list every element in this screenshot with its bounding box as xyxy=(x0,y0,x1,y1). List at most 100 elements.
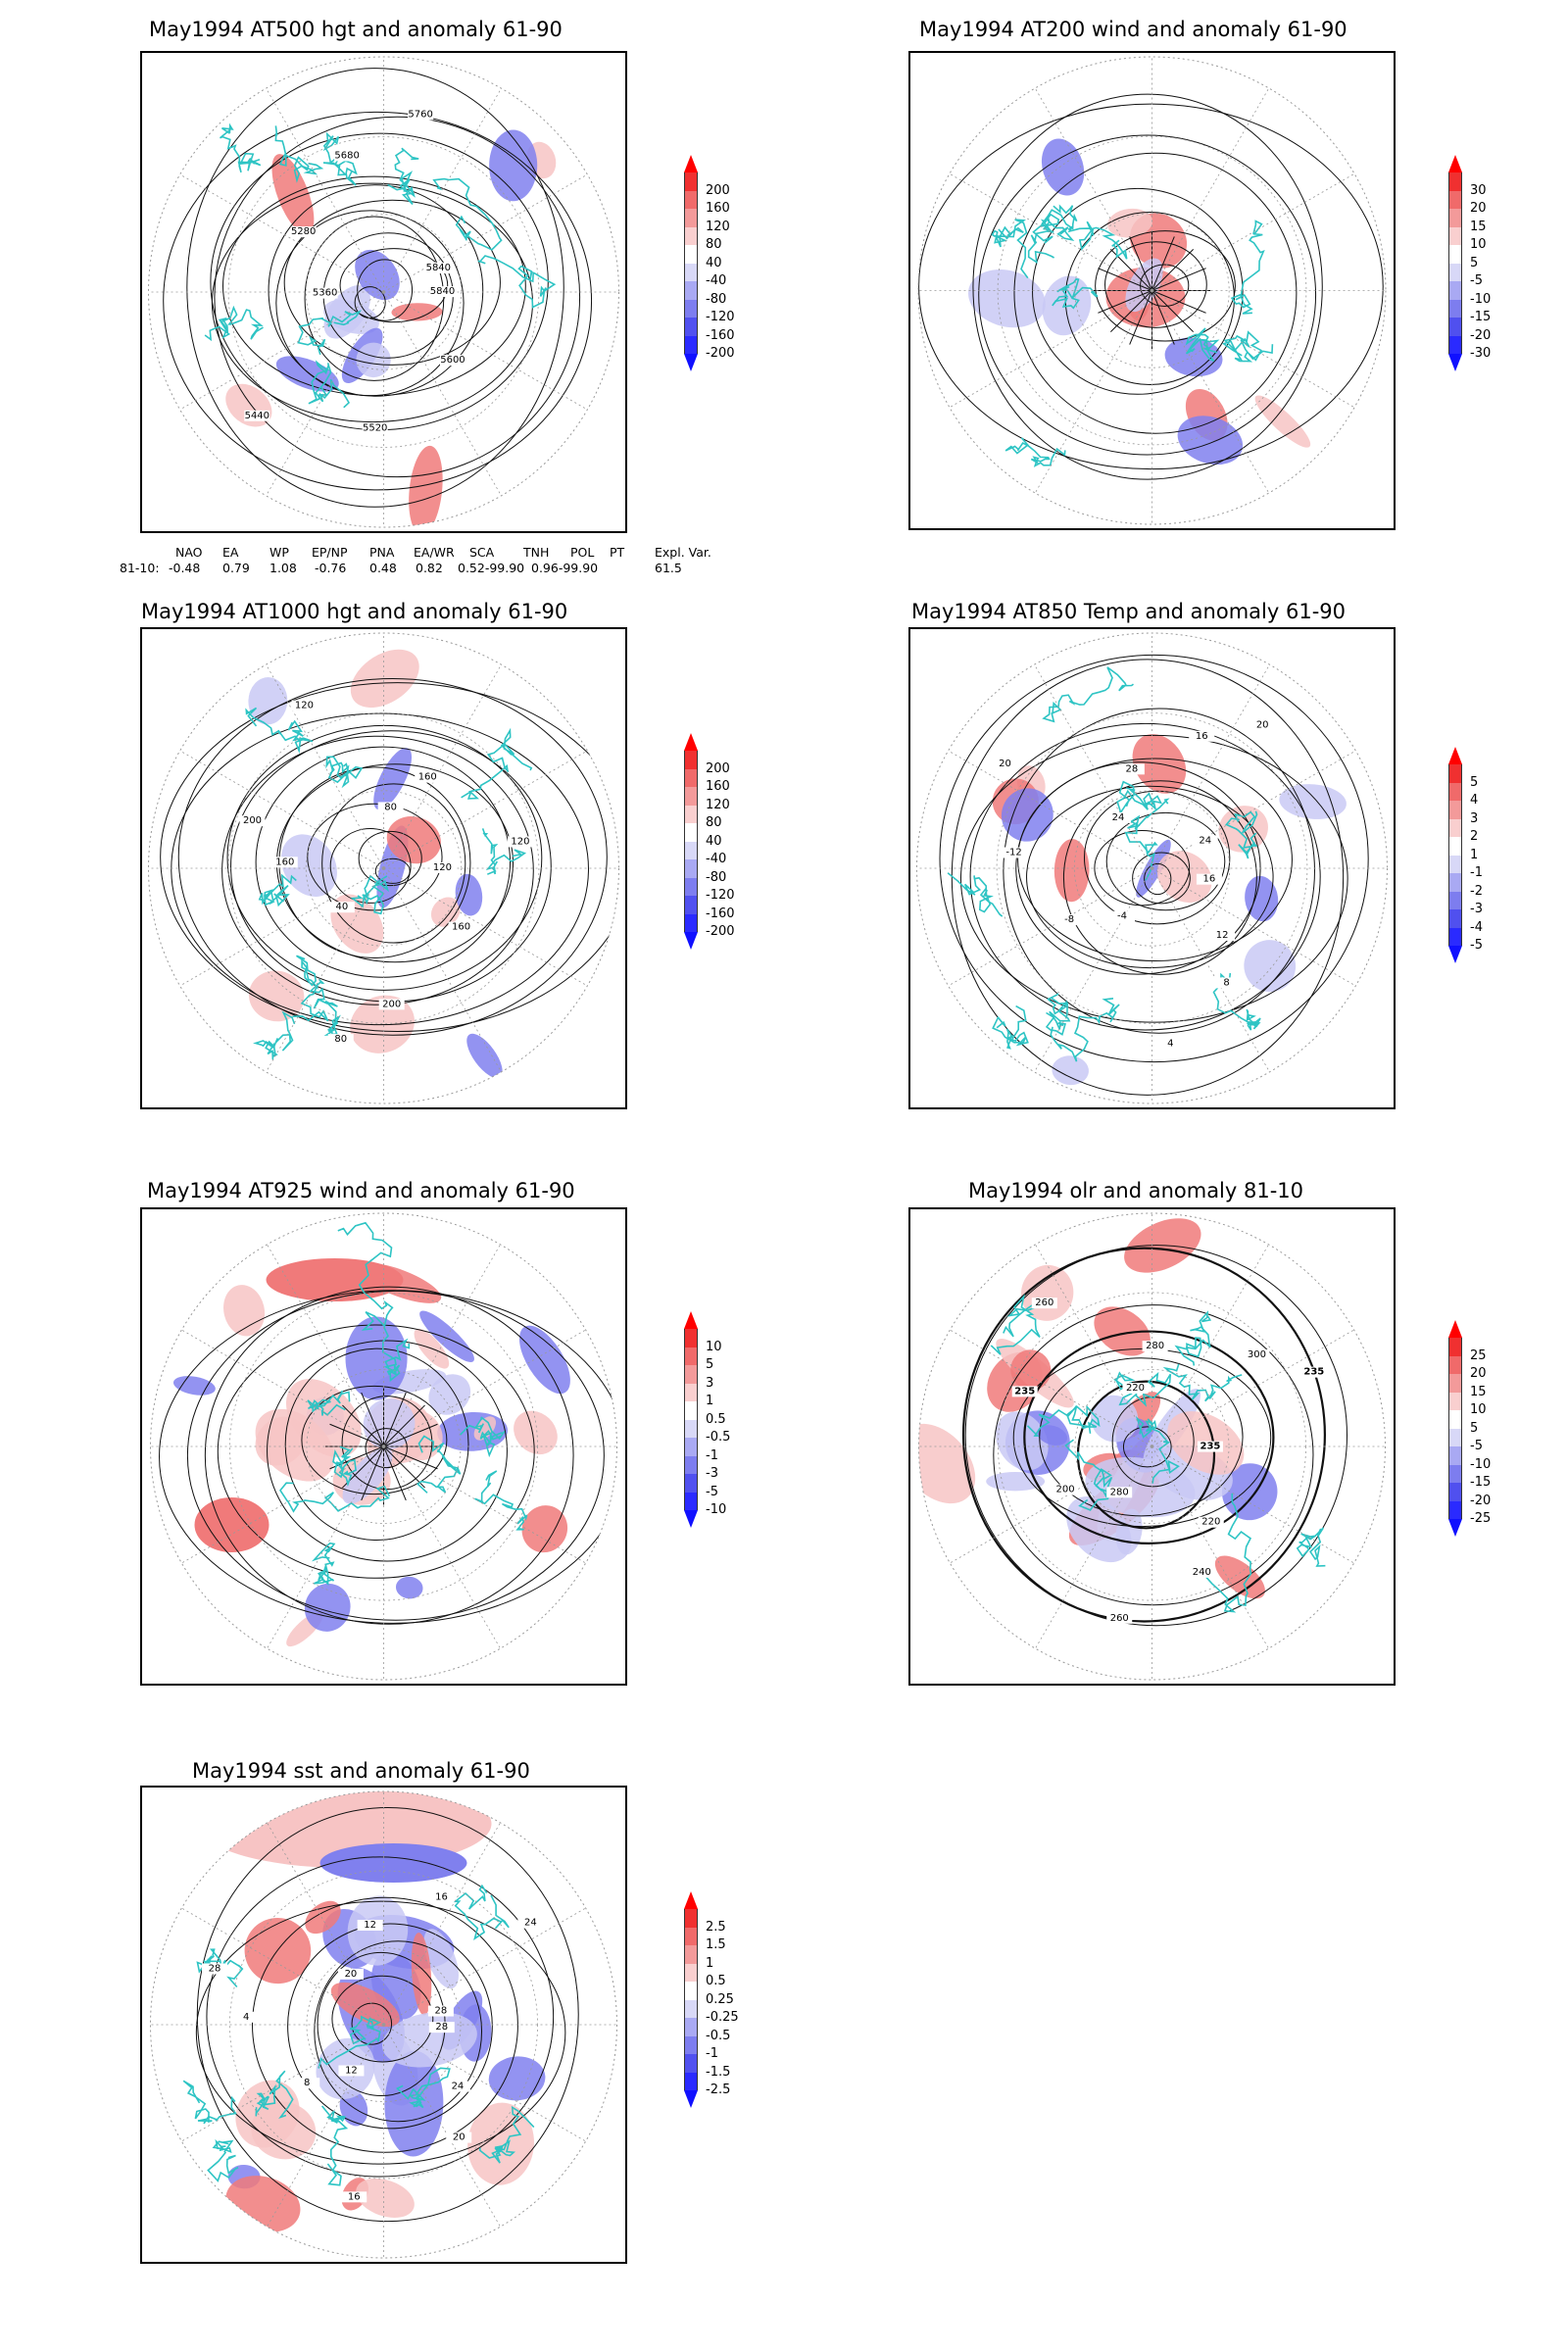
streamline xyxy=(1152,248,1195,291)
colorbar-label: -200 xyxy=(706,346,735,361)
contour-label: 8 xyxy=(304,2078,310,2088)
contour-label-bg xyxy=(378,999,405,1010)
coastline xyxy=(219,122,262,173)
latitude-circle xyxy=(1074,1369,1230,1524)
anomaly-shading xyxy=(918,1423,976,1504)
colorbar-label: -3 xyxy=(1470,902,1483,916)
value-tnh-pol: 0.96-99.90 xyxy=(531,561,599,575)
colorbar-swatch xyxy=(1448,837,1462,856)
contour-label: 160 xyxy=(418,772,437,783)
map-panel-sst: 28 24 20 16 12 8 4 28 20 12 16 24 28 xyxy=(140,1786,627,2264)
colorbar-swatch xyxy=(1448,764,1462,783)
map-panel-1000hgt: 120 160 200 80 40 160 200 120 80 160 120 xyxy=(140,627,627,1109)
contour-line xyxy=(972,93,1323,480)
contour-label-bg xyxy=(415,771,441,783)
meridian xyxy=(266,87,384,293)
value-epnp: -0.76 xyxy=(315,561,347,575)
colorbar-label: -15 xyxy=(1470,310,1492,324)
contour-label: 220 xyxy=(1201,1517,1220,1528)
contour-line xyxy=(1026,785,1274,969)
streamline xyxy=(383,1423,438,1447)
colorbar-swatch xyxy=(684,1347,698,1365)
contour-label-bg xyxy=(517,1917,544,1929)
colorbar-label: 10 xyxy=(1470,1402,1487,1417)
colorbar-arrows xyxy=(684,1891,698,2108)
colorbar-swatch xyxy=(684,913,698,932)
colorbar-label: -20 xyxy=(1470,1493,1492,1508)
coastline xyxy=(1185,327,1220,362)
colorbar-swatch xyxy=(1448,1374,1462,1393)
colorbar-arrows xyxy=(684,733,698,950)
coastline xyxy=(279,1482,391,1513)
colorbar-label: -1.5 xyxy=(706,2064,731,2080)
contour-label: 5680 xyxy=(334,150,359,161)
colorbar-swatch xyxy=(684,877,698,896)
polar-map: 235 220 240 260 280 200 235 260 220 280 300 235 xyxy=(918,1212,1386,1681)
colorbar-swatch xyxy=(684,1999,698,2018)
latitude-circle xyxy=(305,790,463,947)
meridian xyxy=(383,173,588,293)
colorbar-label: 160 xyxy=(706,201,730,216)
colorbar-label: -10 xyxy=(1470,1456,1492,1472)
anomaly-shading xyxy=(1037,1425,1068,1446)
contour-line xyxy=(177,677,608,1036)
contour-label: 5440 xyxy=(245,411,270,421)
contour-line xyxy=(314,1940,483,2123)
contour-line xyxy=(329,828,412,904)
map-disc xyxy=(916,633,1388,1103)
meridian xyxy=(1152,87,1270,291)
contour-label-bg xyxy=(328,902,355,913)
colorbar-label: -25 xyxy=(1470,1511,1492,1526)
colorbar-swatch xyxy=(684,226,698,245)
contour-line xyxy=(1032,187,1244,395)
polar-map xyxy=(150,1212,617,1681)
anomaly-shading xyxy=(467,2102,534,2185)
colorbar-label: 80 xyxy=(706,237,722,252)
colorbar-swatch xyxy=(1448,226,1462,245)
contour-label-bg xyxy=(312,287,338,299)
anomaly-shading xyxy=(1254,395,1311,448)
anomaly-shading xyxy=(347,1895,409,1966)
streamline xyxy=(383,1446,407,1501)
contour-label-bg xyxy=(1122,1382,1149,1394)
contour-label-bg xyxy=(1189,1566,1215,1578)
contour-label: 280 xyxy=(1146,1341,1164,1351)
coastline xyxy=(381,1326,411,1383)
contour-label-bg xyxy=(446,2132,472,2143)
contour-label: -12 xyxy=(1005,847,1021,858)
row-label: 81-10: xyxy=(120,561,160,575)
contour-label: 200 xyxy=(1056,1485,1075,1495)
colorbar-label: -1 xyxy=(1470,865,1483,880)
contour-line xyxy=(222,175,526,397)
streamline xyxy=(383,1446,425,1489)
contour-label-bg xyxy=(448,921,474,933)
contour-label-bg xyxy=(1196,873,1222,885)
colorbar-label: 15 xyxy=(1470,219,1487,234)
map-disc xyxy=(150,1213,617,1680)
contour-label: 16 xyxy=(1203,874,1216,885)
streamline xyxy=(361,1392,384,1447)
colorbar-label: 30 xyxy=(1470,182,1487,198)
contour-label-bg xyxy=(1213,977,1240,989)
contour-line xyxy=(351,2002,393,2045)
colorbar-swatch xyxy=(684,1474,698,1493)
contour-label: 5840 xyxy=(426,263,451,273)
streamline xyxy=(342,1404,384,1447)
contour-line xyxy=(964,1245,1348,1627)
colorbar-label: -80 xyxy=(706,291,727,307)
colorbar-arrows xyxy=(1448,747,1462,963)
contour-line xyxy=(186,1290,605,1621)
coastline xyxy=(309,978,341,1036)
contour-line xyxy=(206,1856,555,2178)
contour-label: 160 xyxy=(275,857,294,867)
map-disc xyxy=(918,57,1386,524)
colorbar-swatch xyxy=(684,299,698,318)
anomaly-shading xyxy=(423,1929,459,1989)
colorbar-swatch xyxy=(1448,1446,1462,1465)
streamline xyxy=(1152,236,1175,291)
value-ea: 0.79 xyxy=(222,561,250,575)
contour-line xyxy=(1017,758,1293,962)
panel-title: May1994 AT1000 hgt and anomaly 61-90 xyxy=(141,600,568,623)
contour-line xyxy=(1003,708,1315,1034)
map-outline xyxy=(150,1212,617,1681)
